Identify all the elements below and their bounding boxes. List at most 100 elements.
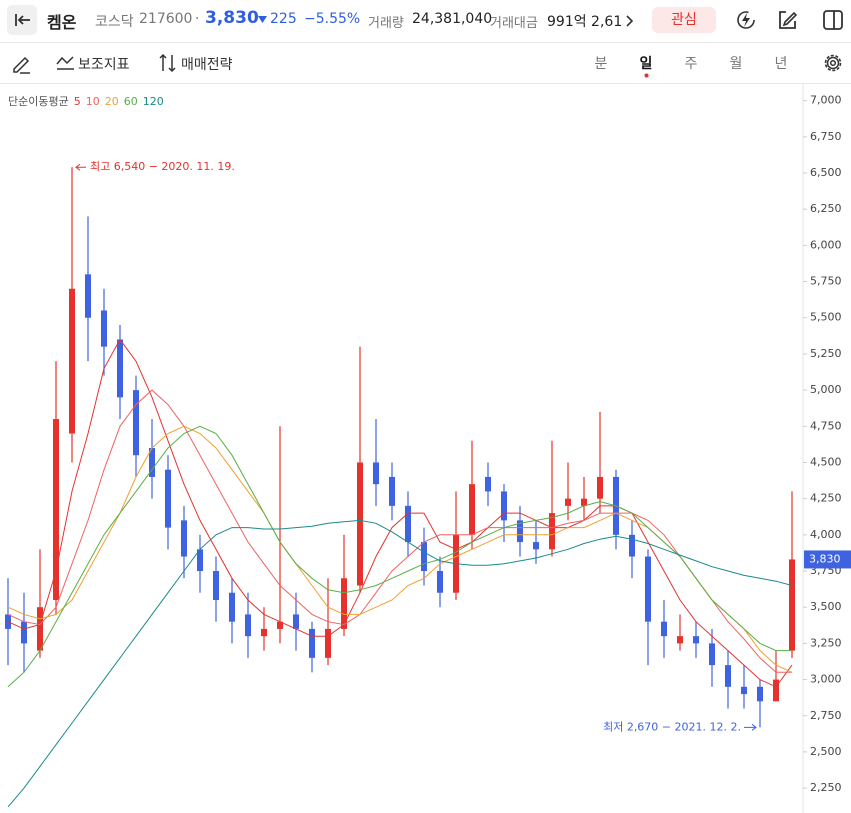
settings-icon[interactable] bbox=[822, 52, 844, 74]
candle-body bbox=[597, 476, 603, 499]
y-tick-label: 4,000 bbox=[810, 528, 842, 541]
candle-body bbox=[725, 665, 731, 687]
candle-body bbox=[549, 513, 555, 550]
amount-label: 거래대금 bbox=[490, 16, 538, 31]
candle-body bbox=[389, 476, 395, 506]
y-tick-label: 3,500 bbox=[810, 600, 842, 613]
ma-line bbox=[7, 425, 792, 688]
candle-body bbox=[341, 578, 347, 629]
active-dot bbox=[644, 73, 649, 78]
candle-body bbox=[117, 339, 123, 398]
legend-entry: 10 bbox=[86, 95, 100, 108]
candle-body bbox=[421, 542, 427, 572]
y-tick-label: 2,500 bbox=[810, 745, 842, 758]
candle-body bbox=[357, 462, 363, 586]
candle-body bbox=[181, 520, 187, 557]
candle-body bbox=[69, 288, 75, 434]
stock-name: 켐온 bbox=[47, 13, 77, 32]
y-tick-label: 6,000 bbox=[810, 238, 842, 251]
volume: 24,381,040 bbox=[412, 11, 493, 27]
edit-icon[interactable] bbox=[775, 8, 799, 32]
panel-icon[interactable] bbox=[821, 8, 845, 32]
candle-body bbox=[277, 621, 283, 629]
period-button[interactable]: 분 bbox=[594, 56, 608, 72]
candle-body bbox=[517, 520, 523, 543]
ma-line bbox=[7, 519, 793, 808]
y-tick-label: 6,250 bbox=[810, 202, 842, 215]
candle-body bbox=[709, 643, 715, 666]
candle-body bbox=[325, 628, 331, 658]
candle-body bbox=[261, 628, 267, 637]
ma-line bbox=[7, 389, 792, 673]
period-button[interactable]: 월 bbox=[729, 56, 743, 72]
y-tick-label: 4,750 bbox=[810, 419, 842, 432]
toolbar: 보조지표 매매전략 분 일 주 월 년 bbox=[0, 43, 851, 84]
candle-body bbox=[245, 614, 251, 637]
y-tick-label: 2,750 bbox=[810, 709, 842, 722]
y-tick-label: 6,500 bbox=[810, 166, 842, 179]
y-tick-label: 5,750 bbox=[810, 275, 842, 288]
candles bbox=[5, 167, 795, 728]
period-button[interactable]: 주 bbox=[684, 56, 698, 72]
candle-body bbox=[741, 686, 747, 695]
candle-body bbox=[661, 621, 667, 637]
change: 225 bbox=[270, 11, 297, 27]
candle-body bbox=[501, 491, 507, 521]
candle-body bbox=[693, 636, 699, 644]
period-button[interactable]: 년 bbox=[774, 56, 788, 72]
indicators-button[interactable]: 보조지표 bbox=[78, 57, 130, 73]
annotation-arrow bbox=[75, 163, 86, 171]
y-tick-label: 6,750 bbox=[810, 130, 842, 143]
flash-icon[interactable] bbox=[734, 8, 758, 32]
candle-body bbox=[677, 636, 683, 644]
low-annotation: 최저 2,670 − 2021. 12. 2. bbox=[603, 720, 741, 733]
volume-label: 거래량 bbox=[368, 16, 404, 31]
candle-body bbox=[21, 621, 27, 644]
watch-button[interactable]: 관심 bbox=[652, 7, 716, 33]
candle-body bbox=[533, 542, 539, 550]
high-annotation: 최고 6,540 − 2020. 11. 19. bbox=[90, 160, 235, 173]
y-tick-label: 5,500 bbox=[810, 311, 842, 324]
price: 3,830 bbox=[205, 8, 259, 28]
candle-body bbox=[5, 614, 11, 629]
annotation-arrow bbox=[744, 723, 757, 731]
more-arrow[interactable] bbox=[624, 13, 636, 29]
current-price-box bbox=[804, 550, 851, 569]
legend-entry: 60 bbox=[124, 95, 138, 108]
down-icon bbox=[258, 16, 267, 23]
candle-body bbox=[165, 469, 171, 528]
candle-body bbox=[101, 310, 107, 347]
candle-body bbox=[133, 390, 139, 456]
candle-body bbox=[309, 628, 315, 658]
candle-body bbox=[149, 448, 155, 477]
candle-body bbox=[213, 571, 219, 600]
candle-body bbox=[293, 614, 299, 629]
candle-body bbox=[565, 498, 571, 506]
candle-body bbox=[229, 592, 235, 622]
amount: 991억 2,61 bbox=[547, 14, 621, 30]
stock-code: 217600 bbox=[139, 11, 193, 27]
candle-body bbox=[645, 556, 651, 622]
header: 켐온 코스닥 217600 · 3,830 225 −5.55% 거래량 24,… bbox=[0, 0, 851, 43]
change-pct: −5.55% bbox=[304, 11, 361, 27]
indicator-icon bbox=[56, 56, 74, 70]
y-tick-label: 5,000 bbox=[810, 383, 842, 396]
legend-entry: 20 bbox=[105, 95, 119, 108]
draw-icon[interactable] bbox=[10, 52, 32, 74]
current-price-label: 3,830 bbox=[809, 552, 841, 565]
candle-body bbox=[85, 274, 91, 318]
y-tick-label: 3,250 bbox=[810, 636, 842, 649]
ma-line bbox=[7, 338, 793, 688]
period-button[interactable]: 일 bbox=[639, 56, 653, 72]
candle-body bbox=[629, 534, 635, 557]
back-button[interactable] bbox=[7, 5, 37, 35]
strategy-icon bbox=[159, 53, 176, 73]
y-tick-label: 4,500 bbox=[810, 455, 842, 468]
market: 코스닥 bbox=[95, 14, 134, 30]
strategy-button[interactable]: 매매전략 bbox=[181, 57, 233, 73]
candle-body bbox=[197, 549, 203, 572]
y-tick-label: 4,250 bbox=[810, 492, 842, 505]
legend-title: 단순이동평균 bbox=[8, 95, 69, 108]
